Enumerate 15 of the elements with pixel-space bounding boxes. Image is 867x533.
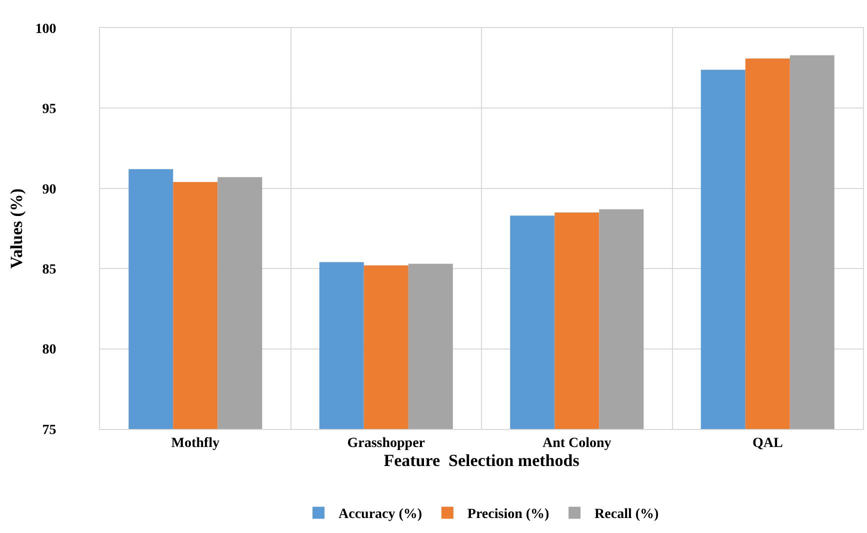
x-tick-label: QAL — [752, 436, 783, 451]
y-tick-label: 90 — [42, 182, 56, 198]
y-tick-label: 75 — [42, 422, 56, 438]
legend-label: Recall (%) — [594, 507, 660, 522]
x-axis-title: Feature Selection methods — [384, 451, 580, 470]
y-axis-title: Values (%) — [6, 188, 26, 269]
y-tick-label: 95 — [42, 102, 56, 118]
x-tick-label: Mothfly — [171, 436, 220, 451]
y-tick-label: 85 — [42, 262, 56, 278]
y-tick-label: 100 — [35, 22, 56, 37]
y-tick-label: 80 — [42, 342, 56, 358]
x-tick-label: Grasshopper — [347, 436, 426, 451]
x-tick-label: Ant Colony — [542, 436, 612, 451]
legend-label: Precision (%) — [467, 507, 550, 522]
legend-label: Accuracy (%) — [338, 507, 422, 522]
